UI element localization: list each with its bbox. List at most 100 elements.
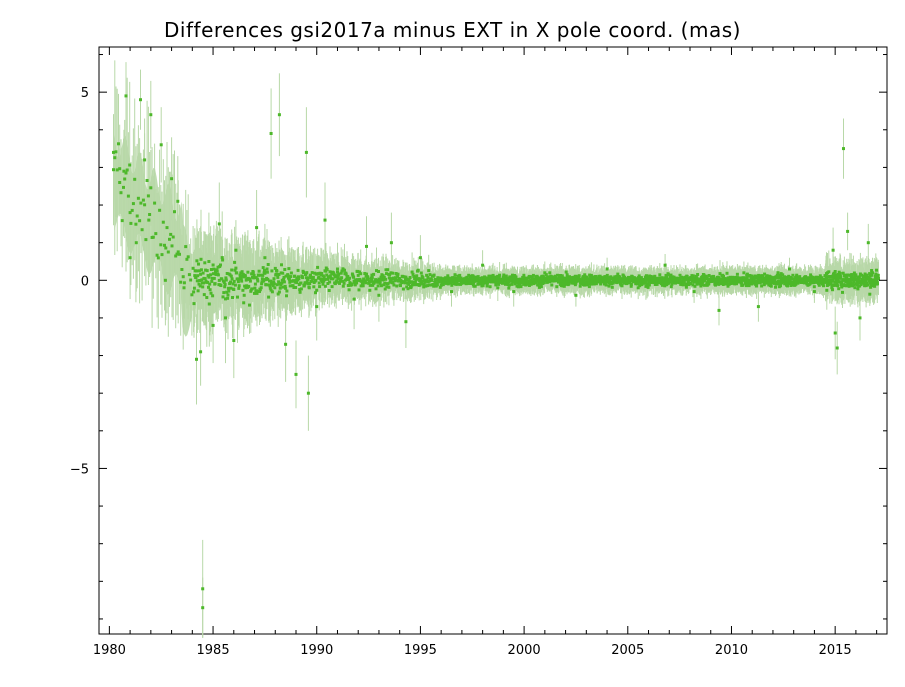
data-point: [197, 269, 201, 273]
data-point: [457, 276, 461, 280]
data-point: [286, 274, 290, 278]
data-point: [787, 274, 791, 278]
data-point: [418, 277, 422, 281]
data-point: [269, 288, 273, 292]
data-point: [775, 273, 779, 277]
data-point: [476, 275, 480, 279]
data-point: [629, 282, 633, 286]
data-point: [208, 288, 212, 292]
data-point: [210, 276, 214, 280]
data-point: [875, 282, 879, 286]
data-point: [336, 276, 340, 280]
data-point: [255, 226, 259, 230]
data-point: [267, 295, 271, 299]
data-point: [184, 245, 188, 249]
data-point: [143, 203, 147, 207]
data-point: [234, 266, 238, 270]
data-point: [231, 296, 234, 299]
data-point: [147, 218, 151, 222]
data-point: [240, 279, 244, 283]
data-point: [175, 252, 179, 256]
data-point: [287, 267, 291, 271]
data-point: [347, 288, 351, 292]
data-point: [453, 276, 456, 280]
data-point: [365, 272, 368, 276]
data-point: [742, 271, 746, 275]
data-point: [703, 278, 707, 282]
data-point: [387, 285, 391, 289]
data-point: [128, 211, 132, 215]
data-point: [776, 271, 780, 275]
data-point: [252, 276, 256, 280]
data-point: [250, 272, 254, 276]
data-point: [295, 281, 299, 285]
data-point: [260, 277, 264, 281]
data-point: [841, 271, 845, 275]
data-point: [219, 284, 223, 287]
data-point: [592, 275, 596, 279]
data-point: [379, 284, 383, 288]
data-point: [372, 272, 376, 276]
data-point: [139, 98, 142, 102]
data-point: [548, 271, 552, 275]
data-point: [196, 289, 200, 293]
data-point: [646, 282, 650, 286]
data-point: [408, 281, 412, 285]
data-point: [738, 276, 742, 280]
data-point: [323, 218, 327, 222]
data-point: [216, 265, 220, 269]
data-point: [192, 290, 196, 294]
data-point: [312, 285, 316, 289]
data-point: [322, 279, 326, 283]
data-point: [224, 278, 228, 282]
data-point: [233, 260, 237, 264]
data-point: [112, 150, 115, 154]
data-point: [554, 274, 557, 278]
data-point: [636, 276, 640, 280]
data-point: [364, 274, 368, 278]
data-point: [560, 274, 564, 278]
data-point: [767, 281, 771, 285]
data-point: [344, 272, 348, 276]
data-point: [839, 276, 843, 280]
data-point: [411, 281, 415, 284]
data-point: [209, 291, 213, 295]
data-point: [224, 316, 227, 320]
data-point: [384, 277, 388, 281]
data-point: [581, 275, 585, 279]
data-point: [143, 158, 147, 162]
data-point: [872, 278, 876, 282]
data-point: [421, 276, 425, 280]
data-point: [772, 281, 776, 285]
data-point: [261, 266, 265, 270]
data-point: [455, 281, 459, 285]
data-point: [158, 208, 162, 212]
data-point: [235, 271, 239, 275]
data-point: [313, 271, 317, 275]
data-point: [450, 283, 454, 287]
data-point: [865, 281, 869, 285]
data-point: [194, 275, 198, 279]
data-point: [327, 275, 331, 279]
data-point: [408, 276, 412, 279]
data-point: [783, 282, 787, 286]
data-point: [306, 391, 310, 395]
data-point: [846, 273, 850, 277]
data-point: [146, 194, 150, 198]
data-point: [417, 277, 421, 281]
data-point: [487, 280, 491, 283]
data-point: [151, 235, 155, 239]
data-point: [176, 250, 180, 254]
data-point: [304, 150, 308, 154]
data-point: [223, 282, 227, 286]
data-point: [831, 288, 834, 292]
data-point: [171, 235, 175, 239]
data-point: [170, 244, 174, 248]
data-point: [580, 282, 584, 286]
data-point: [680, 275, 684, 279]
data-point: [435, 281, 439, 285]
data-point: [781, 273, 785, 277]
data-point: [494, 283, 498, 287]
data-point: [582, 278, 586, 282]
data-point: [253, 286, 257, 290]
